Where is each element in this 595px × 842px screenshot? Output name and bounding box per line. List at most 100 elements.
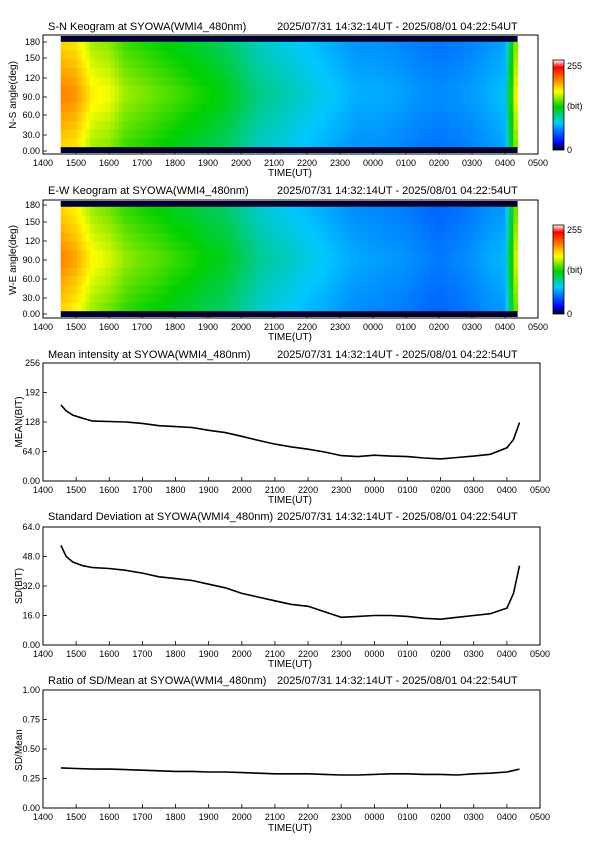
heatmap-cell [251, 50, 257, 60]
ratio-x-axis-label: TIME(UT) [268, 823, 312, 834]
heatmap-cell [106, 250, 112, 260]
heatmap-cell [434, 129, 440, 139]
heatmap-cell [376, 129, 382, 139]
heatmap-cell [314, 232, 319, 243]
heatmap-cell [451, 232, 456, 243]
x-tick-label: 1400 [33, 649, 53, 659]
heatmap-cell [376, 302, 382, 312]
heatmap-cell [480, 94, 485, 104]
heatmap-cell [305, 215, 311, 225]
heatmap-cell [85, 76, 91, 87]
heatmap-cell [181, 293, 186, 304]
heatmap-cell [359, 85, 365, 96]
heatmap-cell [193, 94, 199, 104]
heatmap-cell [123, 112, 128, 122]
heatmap-cell [164, 206, 170, 217]
heatmap-cell [118, 293, 124, 304]
heatmap-cell [318, 120, 323, 131]
heatmap-cell [73, 276, 78, 286]
heatmap-cell [500, 250, 506, 260]
heatmap-cell [222, 50, 228, 60]
x-tick-label: 0200 [429, 322, 449, 332]
heatmap-cell [264, 241, 269, 251]
heatmap-cell [164, 68, 170, 78]
heatmap-cell [152, 59, 157, 69]
heatmap-cell [285, 94, 290, 104]
heatmap-cell [251, 103, 257, 113]
heatmap-cell [351, 224, 357, 234]
heatmap-cell [168, 85, 174, 96]
x-tick-label: 0100 [397, 649, 417, 659]
heatmap-cell [118, 241, 124, 251]
heatmap-cell [127, 206, 132, 217]
heatmap-cell [467, 94, 473, 104]
heatmap-cell [384, 250, 390, 260]
heatmap-cell [64, 232, 70, 243]
heatmap-cell [177, 103, 182, 113]
heatmap-cell [152, 206, 157, 217]
heatmap-cell [305, 138, 311, 148]
heatmap-cell [413, 138, 419, 148]
heatmap-cell [280, 276, 286, 286]
heatmap-cell [210, 41, 216, 52]
heatmap-cell [152, 103, 157, 113]
heatmap-cell [214, 41, 220, 52]
heatmap-cell [430, 276, 436, 286]
heatmap-cell [106, 103, 112, 113]
heatmap-cell [413, 276, 419, 286]
heatmap-cell [438, 59, 444, 69]
heatmap-cell [463, 50, 469, 60]
heatmap-cell [206, 206, 211, 217]
heatmap-cell [272, 138, 278, 148]
heatmap-cell [201, 50, 207, 60]
heatmap-cell [177, 250, 182, 260]
heatmap-cell [181, 112, 186, 122]
heatmap-cell [69, 41, 74, 52]
heatmap-cell [322, 41, 328, 52]
heatmap-cell [201, 129, 207, 139]
heatmap-cell [201, 94, 207, 104]
heatmap-cell [488, 129, 494, 139]
heatmap-cell [239, 50, 245, 60]
heatmap-cell [272, 250, 278, 260]
heatmap-cell [351, 259, 357, 269]
heatmap-cell [500, 76, 506, 87]
y-tick-label: 0.00 [22, 640, 40, 650]
heatmap-cell [197, 206, 203, 217]
heatmap-cell [434, 50, 440, 60]
heatmap-cell [177, 41, 182, 52]
y-tick-label: 30.0 [22, 130, 40, 140]
heatmap-cell [505, 112, 510, 122]
heatmap-cell [160, 120, 166, 131]
heatmap-cell [143, 85, 149, 96]
heatmap-cell [135, 241, 141, 251]
heatmap-cell [69, 103, 74, 113]
heatmap-cell [276, 259, 282, 269]
heatmap-cell [372, 259, 377, 269]
heatmap-cell [355, 285, 361, 295]
heatmap-cell [189, 94, 195, 104]
heatmap-cell [309, 224, 315, 234]
heatmap-cell [301, 241, 307, 251]
heatmap-cell [438, 41, 444, 52]
heatmap-cell [484, 129, 490, 139]
heatmap-cell [496, 250, 502, 260]
heatmap-cell [496, 241, 502, 251]
heatmap-cell [463, 259, 469, 269]
heatmap-cell [85, 94, 91, 104]
heatmap-cell [276, 241, 282, 251]
heatmap-cell [413, 129, 419, 139]
heatmap-cell [405, 215, 411, 225]
heatmap-cell [426, 224, 431, 234]
heatmap-cell [496, 120, 502, 131]
heatmap-cell [322, 94, 328, 104]
heatmap-cell [434, 215, 440, 225]
heatmap-cell [226, 276, 232, 286]
heatmap-cell [513, 285, 519, 295]
heatmap-cell [330, 138, 336, 148]
heatmap-cell [222, 76, 228, 87]
heatmap-cell [326, 232, 332, 243]
heatmap-cell [189, 41, 195, 52]
x-tick-label: 0300 [462, 158, 482, 168]
